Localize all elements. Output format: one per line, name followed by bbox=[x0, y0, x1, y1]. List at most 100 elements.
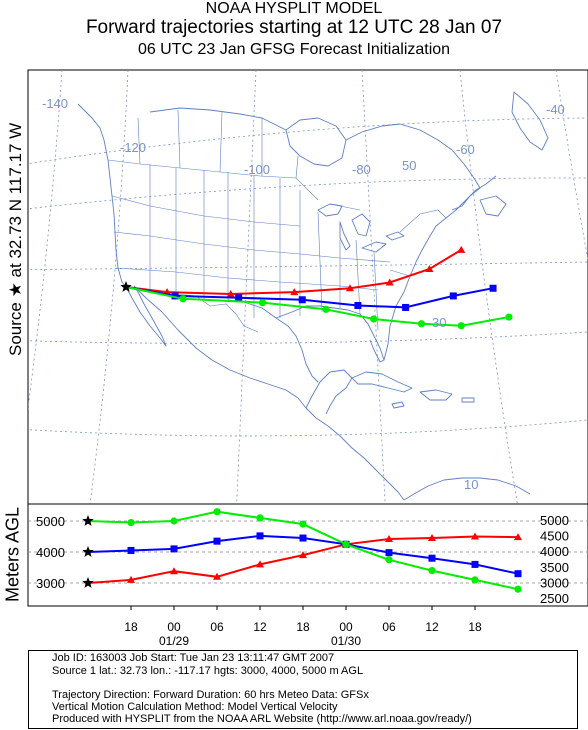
right-axis-tick-label: 5000 bbox=[540, 513, 569, 528]
cuba bbox=[351, 371, 413, 393]
map-frame bbox=[27, 69, 588, 505]
height-series-marker bbox=[170, 517, 178, 525]
height-series-marker bbox=[428, 554, 436, 562]
map-track-marker bbox=[402, 303, 410, 311]
height-series-marker bbox=[471, 576, 479, 584]
map-track-marker bbox=[171, 292, 179, 300]
x-axis-tick-label: 18 bbox=[124, 620, 138, 634]
mexico-coast bbox=[133, 285, 317, 419]
hispaniola bbox=[419, 389, 453, 401]
height-series-marker bbox=[213, 572, 221, 580]
map-track-marker bbox=[449, 292, 457, 300]
height-series-marker bbox=[428, 534, 436, 542]
central-america bbox=[315, 417, 405, 501]
height-series-marker bbox=[170, 567, 178, 575]
right-axis-tick-label: 4500 bbox=[540, 529, 569, 544]
map-track-marker bbox=[235, 294, 243, 302]
x-axis-tick-label: 12 bbox=[253, 620, 267, 634]
jamaica bbox=[391, 401, 405, 409]
map-track-marker bbox=[290, 288, 299, 296]
info-job: Job ID: 163003 Job Start: Tue Jan 23 13:… bbox=[52, 652, 335, 664]
map-track-marker bbox=[298, 296, 306, 304]
south-america bbox=[403, 477, 531, 501]
latitude-label: 50 bbox=[402, 158, 416, 173]
date-label: 01/29 bbox=[159, 634, 189, 648]
height-series-marker bbox=[514, 585, 522, 593]
great-lakes bbox=[317, 203, 405, 253]
x-axis-tick-label: 18 bbox=[468, 620, 482, 634]
title-line-1: NOAA HYSPLIT MODEL bbox=[205, 0, 383, 17]
height-series-marker bbox=[213, 508, 221, 516]
height-series-marker bbox=[385, 556, 393, 564]
longitude-label: -60 bbox=[456, 142, 475, 157]
meridian-line bbox=[28, 70, 63, 411]
meridian-line bbox=[89, 70, 129, 504]
source-star-height bbox=[82, 515, 94, 526]
canada-provinces bbox=[137, 109, 299, 179]
parallel-line bbox=[28, 261, 588, 271]
map-track-line bbox=[125, 286, 494, 309]
date-label: 01/30 bbox=[331, 634, 361, 648]
height-panel-frame bbox=[27, 503, 588, 607]
info-vertical-motion: Vertical Motion Calculation Method: Mode… bbox=[52, 701, 338, 713]
longitude-label: -100 bbox=[244, 162, 270, 177]
height-series-marker bbox=[256, 560, 264, 568]
height-series-marker bbox=[127, 546, 135, 554]
latitude-label: 30 bbox=[432, 315, 446, 330]
puerto-rico bbox=[461, 397, 475, 403]
info-box bbox=[28, 650, 578, 729]
left-axis-tick-label: 5000 bbox=[36, 514, 65, 529]
map-track-marker bbox=[226, 290, 235, 298]
height-series-marker bbox=[342, 540, 350, 548]
height-series-marker bbox=[385, 534, 393, 542]
meridian-line bbox=[555, 70, 588, 263]
left-axis-tick-label: 3000 bbox=[36, 576, 65, 591]
hudson-bay bbox=[285, 117, 347, 167]
graticule-labels: -140 -120 -100 -80 -60 -40 50 30 10 bbox=[42, 96, 565, 492]
title-line-2: Forward trajectories starting at 12 UTC … bbox=[85, 17, 503, 38]
longitude-label: -80 bbox=[352, 162, 371, 177]
right-axis-tick-label: 4000 bbox=[540, 544, 569, 559]
baja-california bbox=[125, 285, 167, 347]
longitude-label: -140 bbox=[42, 96, 68, 111]
height-series-marker bbox=[514, 533, 522, 541]
latitude-label: 10 bbox=[464, 477, 478, 492]
x-axis-tick-label: 00 bbox=[339, 620, 353, 634]
source-star-height bbox=[82, 577, 94, 588]
source-star-map bbox=[120, 281, 132, 292]
map-track-marker bbox=[258, 299, 267, 307]
height-series-marker bbox=[385, 549, 393, 557]
longitude-label: -120 bbox=[120, 140, 146, 155]
right-axis-tick-label: 3500 bbox=[540, 560, 569, 575]
height-series-marker bbox=[256, 532, 264, 540]
arctic-coast bbox=[149, 107, 453, 151]
map-track-marker bbox=[179, 295, 187, 303]
height-series-marker bbox=[299, 520, 307, 528]
height-series-marker bbox=[127, 518, 135, 527]
x-axis-tick-label: 06 bbox=[382, 620, 396, 634]
map-track-marker bbox=[385, 278, 394, 286]
info-direction: Trajectory Direction: Forward Duration: … bbox=[52, 689, 369, 701]
height-series-marker bbox=[256, 514, 264, 522]
greenland bbox=[511, 91, 549, 151]
state-lines bbox=[111, 164, 411, 331]
map-track-marker bbox=[425, 265, 434, 273]
map-trajectories bbox=[120, 245, 513, 330]
map-track-marker bbox=[457, 245, 466, 253]
map-track-marker bbox=[370, 315, 378, 323]
graticule bbox=[28, 70, 588, 504]
info-source: Source 1 lat.: 32.73 lon.: -117.17 hgts:… bbox=[52, 665, 364, 677]
height-series-marker bbox=[127, 575, 135, 583]
map-track-marker bbox=[354, 302, 362, 310]
meridian-line bbox=[459, 70, 518, 504]
map-track-line bbox=[125, 248, 462, 296]
right-axis-tick-label: 3000 bbox=[540, 575, 569, 590]
x-axis-tick-label: 06 bbox=[210, 620, 224, 634]
map-track-marker bbox=[457, 322, 465, 330]
longitude-label: -40 bbox=[546, 102, 565, 117]
map-track-marker bbox=[489, 284, 497, 292]
x-axis-tick-label: 00 bbox=[167, 620, 181, 634]
map-track-marker bbox=[345, 284, 354, 292]
coastlines bbox=[77, 91, 549, 501]
